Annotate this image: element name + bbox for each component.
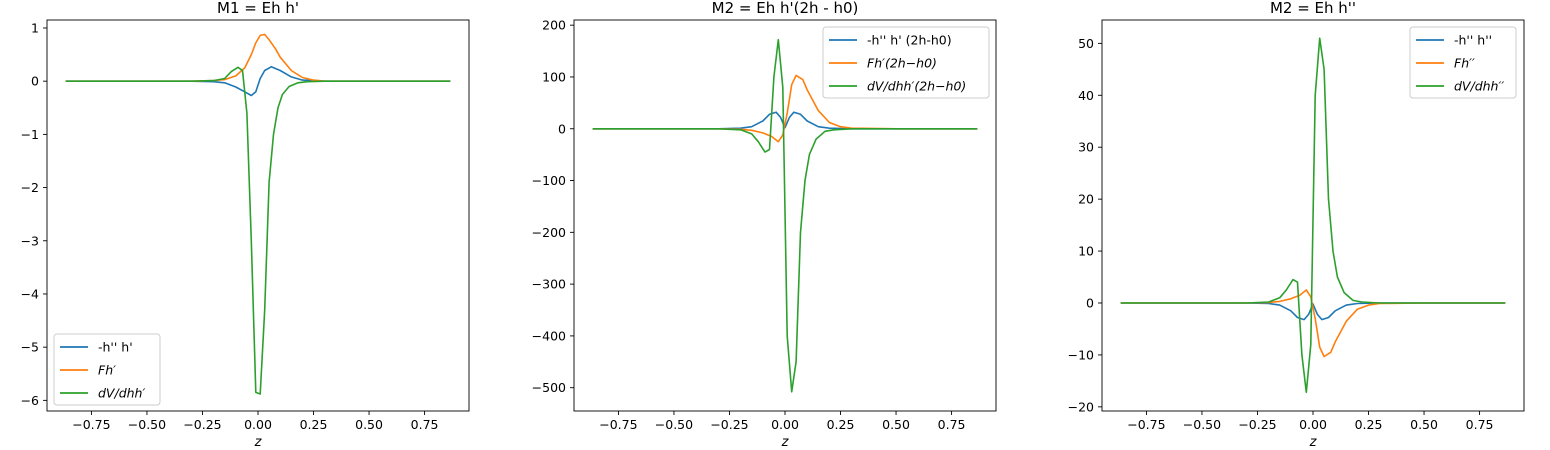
y-tick-label: 50 (1078, 36, 1094, 51)
x-tick-label: 0.50 (355, 417, 383, 432)
chart-panel-3: −0.75 −0.50 −0.25 0.00 0.25 0.50 0.75 −20 −10 0 10… (1068, 0, 1525, 450)
legend: -h'' h' Fh′ dV/dhh′ (53, 333, 161, 406)
y-tick-label: 0 (31, 74, 39, 89)
x-axis-label: z (254, 435, 263, 450)
y-tick-label: −1 (21, 127, 39, 142)
legend: -h'' h'' Fh′′ dV/dhh′′ (1409, 26, 1517, 99)
x-tick-label: 0.00 (1299, 417, 1327, 432)
y-tick-label: −5 (21, 340, 39, 355)
series-line-1 (65, 66, 451, 97)
x-tick-label: −0.25 (710, 417, 748, 432)
legend: -h'' h' (2h-h0) Fh′(2h−h0) dV/dhh′(2h−h0) (822, 26, 990, 99)
y-tick-label: 0 (1086, 295, 1094, 310)
x-tick-label: 0.25 (1355, 417, 1383, 432)
chart-panel-2: −0.75 −0.50 −0.25 0.00 0.25 0.50 0.75 −500 −400 −… (532, 0, 997, 450)
x-tick-label: 0.25 (300, 417, 328, 432)
legend-frame (1409, 26, 1517, 99)
y-tick-label: 100 (542, 69, 566, 84)
chart-title: M2 = Eh h'' (1270, 0, 1356, 17)
y-tick-label: −4 (21, 286, 39, 301)
y-tick-label: 40 (1078, 88, 1094, 103)
y-tick-label: 30 (1078, 140, 1094, 155)
y-tick-label: −300 (532, 277, 566, 292)
y-tick-label: −3 (21, 233, 39, 248)
legend-entry: Fh′′ (1454, 56, 1475, 71)
x-tick-label: 0.50 (1410, 417, 1438, 432)
series-line-2 (1120, 289, 1506, 358)
legend-entry: -h'' h'' (1454, 33, 1492, 48)
legend-frame (53, 333, 161, 406)
y-tick-label: −500 (532, 380, 566, 395)
x-axis-label: z (1309, 435, 1318, 450)
x-tick-label: −0.75 (1127, 417, 1165, 432)
x-axis-label: z (781, 435, 790, 450)
x-tick-label: 0.75 (1466, 417, 1494, 432)
legend-entry: -h'' h' (2h-h0) (867, 33, 952, 48)
y-tick-label: −6 (21, 393, 39, 408)
series-line-2 (592, 74, 978, 143)
legend-entry: -h'' h' (98, 340, 133, 355)
x-tick-label: 0.00 (244, 417, 272, 432)
legend-entry: dV/dhh′ (98, 386, 145, 401)
legend-entry: Fh′ (98, 363, 116, 378)
series-line-3 (65, 66, 451, 395)
legend-entry: dV/dhh′(2h−h0) (867, 79, 966, 94)
y-tick-label: −400 (532, 328, 566, 343)
legend-frame (822, 26, 990, 99)
y-tick-label: 200 (542, 18, 566, 33)
y-tick-label: 10 (1078, 244, 1094, 259)
y-tick-label: −20 (1068, 399, 1094, 414)
chart-panel-1: −0.75 −0.50 −0.25 0.00 0.25 0.50 0.75 −6 −5 −4 −3 −… (21, 0, 470, 450)
x-tick-label: 0.75 (411, 417, 439, 432)
legend-entry: dV/dhh′′ (1454, 79, 1504, 94)
x-tick-label: 0.00 (771, 417, 799, 432)
x-tick-label: −0.75 (72, 417, 110, 432)
y-tick-label: 20 (1078, 192, 1094, 207)
y-tick-label: 1 (31, 20, 39, 35)
chart-title: M1 = Eh h' (217, 0, 299, 17)
series-line-3 (1120, 37, 1506, 394)
chart-title: M2 = Eh h'(2h - h0) (712, 0, 859, 17)
y-tick-label: −2 (21, 180, 39, 195)
x-tick-label: −0.50 (1183, 417, 1221, 432)
x-tick-label: −0.75 (599, 417, 637, 432)
y-tick-label: −200 (532, 225, 566, 240)
x-tick-label: 0.25 (827, 417, 855, 432)
x-tick-label: 0.75 (938, 417, 966, 432)
y-tick-label: −10 (1068, 347, 1094, 362)
y-tick-label: 0 (558, 121, 566, 136)
x-tick-label: −0.50 (128, 417, 166, 432)
legend-entry: Fh′(2h−h0) (867, 56, 937, 71)
x-tick-label: −0.25 (1238, 417, 1276, 432)
y-tick-label: −100 (532, 173, 566, 188)
series-line-3 (592, 38, 978, 393)
x-tick-label: −0.25 (183, 417, 221, 432)
x-tick-label: −0.50 (655, 417, 693, 432)
x-tick-label: 0.50 (882, 417, 910, 432)
